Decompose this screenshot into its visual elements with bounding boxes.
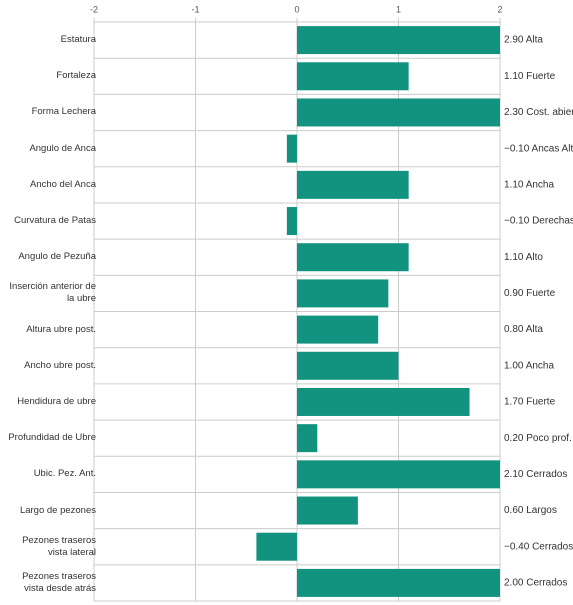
bar bbox=[297, 62, 409, 91]
bar bbox=[297, 170, 409, 199]
category-label: Profundidad de Ubre bbox=[8, 432, 96, 444]
x-tick-label: 2 bbox=[497, 4, 502, 14]
value-label: −0.10 Derechas bbox=[504, 216, 573, 227]
value-label: 2.10 Cerrados bbox=[504, 469, 567, 480]
bar bbox=[297, 315, 379, 344]
bar bbox=[297, 279, 389, 308]
value-label: 0.60 Largos bbox=[504, 505, 557, 516]
bar bbox=[297, 243, 409, 272]
category-label: Curvatura de Patas bbox=[14, 215, 96, 227]
category-label: Forma Lechera bbox=[31, 106, 96, 118]
bar bbox=[286, 207, 297, 236]
category-label: Pezones traseros vista desde atrás bbox=[22, 570, 96, 594]
category-label: Ubic. Pez. Ant. bbox=[33, 468, 96, 480]
x-tick-label: 1 bbox=[396, 4, 401, 14]
category-label: Ancho ubre post. bbox=[24, 359, 96, 371]
bar bbox=[297, 98, 500, 127]
category-label: Pezones traseros vista lateral bbox=[22, 534, 96, 558]
x-tick-label: -2 bbox=[90, 4, 98, 14]
category-label: Angulo de Pezuña bbox=[18, 251, 96, 263]
bar bbox=[297, 424, 318, 453]
category-label: Estatura bbox=[60, 34, 96, 46]
bar bbox=[297, 496, 358, 525]
bar bbox=[297, 387, 470, 416]
category-label: Angulo de Anca bbox=[29, 142, 96, 154]
value-label: 2.00 Cerrados bbox=[504, 578, 567, 589]
value-label: 0.90 Fuerte bbox=[504, 288, 556, 299]
x-tick-label: 0 bbox=[294, 4, 299, 14]
category-label: Altura ubre post. bbox=[26, 323, 96, 335]
category-label: Ancho del Anca bbox=[29, 178, 96, 190]
bar bbox=[297, 351, 399, 380]
value-label: 1.10 Alto bbox=[504, 252, 543, 263]
value-label: 2.90 Alta bbox=[504, 35, 543, 46]
value-label: 0.80 Alta bbox=[504, 324, 543, 335]
value-label: −0.40 Cerrados bbox=[504, 541, 573, 552]
category-label: Fortaleza bbox=[56, 70, 96, 82]
bars bbox=[256, 26, 500, 597]
value-label: 0.20 Poco prof. bbox=[504, 433, 572, 444]
value-label: 1.10 Fuerte bbox=[504, 71, 556, 82]
category-label: Hendidura de ubre bbox=[17, 395, 96, 407]
value-label: −0.10 Ancas Altas bbox=[504, 143, 573, 154]
bar bbox=[256, 532, 297, 561]
x-tick-label: -1 bbox=[191, 4, 199, 14]
value-label: 1.00 Ancha bbox=[504, 360, 554, 371]
value-label: 1.10 Ancha bbox=[504, 179, 554, 190]
bar bbox=[297, 460, 500, 489]
value-label: 2.30 Cost. abierto bbox=[504, 107, 573, 118]
category-label: Inserción anterior de la ubre bbox=[9, 281, 96, 305]
category-label: Largo de pezones bbox=[19, 504, 96, 516]
bar bbox=[297, 26, 500, 55]
bar bbox=[297, 568, 500, 597]
value-label: 1.70 Fuerte bbox=[504, 397, 556, 408]
bar bbox=[286, 134, 297, 163]
